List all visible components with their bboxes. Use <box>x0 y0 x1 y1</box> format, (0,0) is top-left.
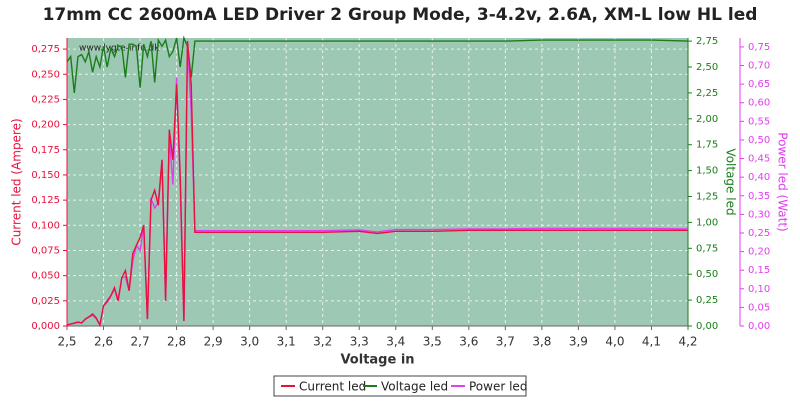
y3-axis-title: Power led (Watt) <box>776 132 790 231</box>
y-tick-label: 0,025 <box>31 296 60 307</box>
y2-tick-label: 2,25 <box>696 88 718 99</box>
x-tick-label: 3,1 <box>277 335 296 349</box>
y3-tick-label: 0,70 <box>748 61 770 72</box>
x-tick-label: 2,9 <box>204 335 223 349</box>
y-tick-label: 0,225 <box>31 94 60 105</box>
y-axis-title: Current led (Ampere) <box>10 118 24 245</box>
x-tick-label: 3,9 <box>569 335 588 349</box>
y2-tick-label: 1,00 <box>696 217 718 228</box>
y3-tick-label: 0,75 <box>748 42 770 53</box>
legend: Current led Voltage led Power led <box>273 375 527 397</box>
y2-tick-label: 1,75 <box>696 140 718 151</box>
y-tick-label: 0,125 <box>31 195 60 206</box>
x-tick-label: 3,8 <box>532 335 551 349</box>
series-line <box>66 35 689 93</box>
x-tick-label: 3,4 <box>386 335 405 349</box>
x-tick-label: 2,5 <box>57 335 76 349</box>
x-tick-label: 3,7 <box>496 335 515 349</box>
x-tick-label: 2,8 <box>167 335 186 349</box>
y3-tick-label: 0,30 <box>748 209 770 220</box>
y2-tick-label: 2,50 <box>696 62 718 73</box>
y2-tick-label: 0,75 <box>696 243 718 254</box>
series-line <box>66 40 688 328</box>
y3-tick-label: 0,45 <box>748 154 770 165</box>
y3-tick-label: 0,10 <box>748 284 770 295</box>
y2-tick-label: 2,00 <box>696 114 718 125</box>
x-tick-label: 3,0 <box>240 335 259 349</box>
y3-tick-label: 0,20 <box>748 247 770 258</box>
legend-label: Current led <box>299 380 366 394</box>
y3-tick-label: 0,00 <box>748 321 770 332</box>
y3-tick-label: 0,15 <box>748 265 770 276</box>
y3-tick-label: 0,60 <box>748 98 770 109</box>
y2-tick-label: 0,25 <box>696 295 718 306</box>
y-tick-label: 0,200 <box>31 120 60 131</box>
y3-tick-label: 0,50 <box>748 135 770 146</box>
watermark: www.lygte-info.dk <box>79 44 160 54</box>
legend-label: Power led <box>469 380 527 394</box>
x-tick-label: 4,1 <box>642 335 661 349</box>
y3-tick-label: 0,40 <box>748 172 770 183</box>
y-tick-label: 0,100 <box>31 220 60 231</box>
x-tick-label: 4,0 <box>605 335 624 349</box>
y-tick-label: 0,000 <box>31 321 60 332</box>
y2-tick-label: 1,25 <box>696 192 718 203</box>
legend-box <box>273 375 527 397</box>
x-tick-label: 2,6 <box>94 335 113 349</box>
y-tick-label: 0,075 <box>31 245 60 256</box>
y2-tick-label: 0,00 <box>696 321 718 332</box>
x-tick-label: 4,2 <box>678 335 697 349</box>
x-tick-label: 3,3 <box>350 335 369 349</box>
x-axis-title: Voltage in <box>340 353 414 368</box>
y-tick-label: 0,275 <box>31 44 60 55</box>
plot-area <box>67 38 688 326</box>
x-tick-label: 3,6 <box>459 335 478 349</box>
y3-tick-label: 0,05 <box>748 302 770 313</box>
y2-tick-label: 1,50 <box>696 166 718 177</box>
y3-tick-label: 0,35 <box>748 191 770 202</box>
y2-tick-label: 0,50 <box>696 269 718 280</box>
y2-axis-title: Voltage led <box>724 148 738 215</box>
y-tick-label: 0,150 <box>31 170 60 181</box>
x-tick-label: 2,7 <box>131 335 150 349</box>
y-tick-label: 0,175 <box>31 145 60 156</box>
x-tick-label: 3,2 <box>313 335 332 349</box>
y-tick-label: 0,050 <box>31 271 60 282</box>
y3-tick-label: 0,65 <box>748 79 770 90</box>
y3-tick-label: 0,25 <box>748 228 770 239</box>
y-tick-label: 0,250 <box>31 69 60 80</box>
y2-tick-label: 2,75 <box>696 36 718 47</box>
legend-label: Voltage led <box>381 380 448 394</box>
y3-tick-label: 0,55 <box>748 116 770 127</box>
chart-title: 17mm CC 2600mA LED Driver 2 Group Mode, … <box>43 5 758 25</box>
x-tick-label: 3,5 <box>423 335 442 349</box>
